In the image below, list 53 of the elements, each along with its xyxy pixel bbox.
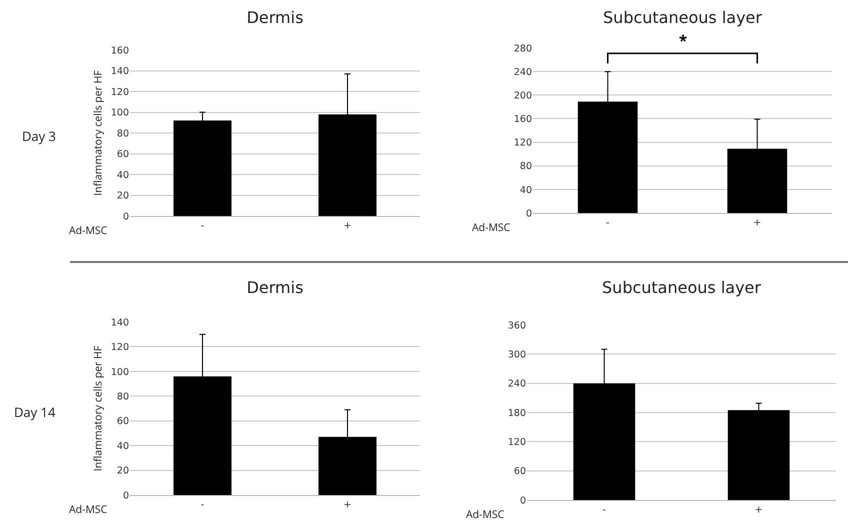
- y-tick-label: 280: [514, 43, 532, 54]
- y-tick-label: 80: [116, 128, 129, 140]
- y-tick-label: 40: [116, 440, 129, 452]
- y-tick-label: 120: [110, 342, 129, 354]
- y-tick-label: 80: [520, 161, 532, 172]
- y-tick-label: 300: [508, 349, 526, 360]
- text: Day 14: [14, 403, 56, 421]
- x-tick-label: -: [200, 499, 204, 510]
- y-tick-label: 40: [116, 170, 129, 181]
- x-axis-title: Ad-MSC: [69, 503, 108, 517]
- x-axis-title: Ad-MSC: [466, 508, 505, 522]
- x-tick-label: +: [344, 220, 352, 232]
- y-tick-label: 140: [110, 66, 129, 78]
- y-tick-label: 100: [110, 366, 129, 378]
- y-tick-label: 0: [122, 490, 129, 502]
- x-tick-label: -: [602, 504, 606, 516]
- y-tick-label: 120: [514, 138, 532, 149]
- y-tick-label: 60: [116, 416, 129, 428]
- chart-title: Dermis: [246, 278, 304, 298]
- x-tick-label: -: [606, 217, 610, 228]
- x-tick-label: +: [753, 217, 762, 228]
- y-tick-label: 160: [514, 114, 532, 126]
- x-tick-label: +: [344, 499, 352, 510]
- x-axis-title: Ad-MSC: [472, 221, 511, 235]
- y-tick-label: 240: [514, 66, 532, 78]
- y-axis-title: Inflammatory cells per HF: [92, 345, 106, 472]
- y-tick-label: 200: [514, 90, 532, 102]
- y-tick-label: 180: [508, 408, 526, 419]
- y-tick-label: 120: [110, 86, 129, 98]
- y-tick-label: 20: [116, 466, 129, 477]
- y-tick-label: 0: [122, 211, 129, 222]
- y-tick-label: 60: [514, 466, 526, 478]
- y-tick-label: 80: [116, 391, 129, 402]
- text: Day 3: [22, 127, 56, 145]
- chart-title: Subcutaneous layer: [603, 8, 762, 28]
- y-tick-label: 60: [116, 149, 129, 160]
- chart-title: Dermis: [246, 8, 304, 28]
- y-tick-label: 140: [110, 317, 129, 328]
- chart-title: Subcutaneous layer: [602, 278, 762, 298]
- y-tick-label: 0: [526, 208, 532, 220]
- y-tick-label: 100: [110, 108, 129, 119]
- y-tick-label: 20: [116, 190, 129, 202]
- x-tick-label: +: [754, 504, 763, 516]
- x-axis-title: Ad-MSC: [69, 224, 108, 238]
- x-tick-label: -: [200, 220, 204, 232]
- y-tick-label: 360: [508, 320, 526, 332]
- y-tick-label: 0: [520, 495, 526, 506]
- y-tick-label: 40: [520, 184, 532, 196]
- annotation: *: [679, 31, 688, 51]
- y-axis-title: Inflammatory cells per HF: [92, 70, 106, 196]
- y-tick-label: 160: [110, 45, 129, 56]
- y-tick-label: 240: [508, 378, 526, 390]
- y-tick-label: 120: [508, 436, 526, 448]
